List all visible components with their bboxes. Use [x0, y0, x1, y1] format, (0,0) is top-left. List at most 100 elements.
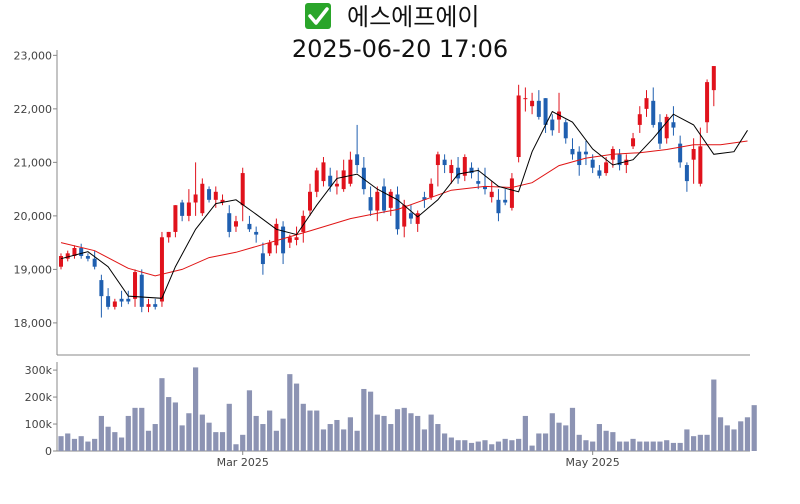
volume-bar: [650, 441, 656, 451]
volume-bar: [475, 441, 481, 451]
volume-bar: [320, 429, 327, 451]
volume-bar: [334, 419, 340, 451]
candle-body: [233, 221, 238, 227]
candle-body: [624, 159, 629, 166]
volume-bar: [65, 433, 71, 451]
candle-body: [355, 154, 360, 166]
candle-body: [664, 116, 669, 139]
candle: [112, 298, 117, 310]
price-y-tick-label: 18,000: [14, 317, 53, 330]
candle: [59, 253, 63, 270]
volume-bar: [576, 434, 582, 451]
volume-bar: [341, 429, 347, 451]
candle: [523, 87, 528, 112]
volume-bar: [327, 424, 333, 451]
volume-bar: [112, 432, 118, 451]
chart-header: 에스에프에이 2025-06-20 17:06: [292, 3, 508, 63]
candle: [415, 210, 420, 232]
candle-body: [476, 181, 481, 184]
candle: [361, 157, 366, 195]
candle-body: [435, 154, 440, 166]
volume-bar: [711, 379, 717, 451]
candle-body: [597, 170, 602, 176]
volume-bar: [273, 430, 279, 451]
candle-body: [173, 205, 178, 232]
volume-bar: [300, 403, 306, 451]
volume-bar: [684, 429, 690, 451]
candle-body: [415, 213, 420, 224]
candle: [711, 66, 716, 107]
candle: [281, 221, 286, 265]
candle-body: [395, 194, 400, 230]
price-y-tick-label: 21,000: [14, 156, 53, 169]
volume-bar: [630, 438, 636, 451]
candle: [684, 162, 689, 192]
candle: [408, 205, 413, 224]
candle-body: [254, 231, 259, 235]
candle: [388, 189, 393, 216]
volume-bar: [596, 424, 602, 451]
candle: [644, 90, 649, 117]
candle: [328, 167, 333, 192]
candle-body: [72, 247, 77, 257]
candle: [355, 124, 360, 174]
candle-body: [321, 162, 326, 182]
candle: [240, 167, 245, 222]
volume-bar: [267, 410, 273, 451]
volume-bar: [152, 424, 158, 451]
volume-bar: [415, 415, 421, 451]
volume-bar: [583, 440, 589, 451]
candle-body: [509, 178, 514, 208]
volume-bar: [206, 422, 212, 451]
volume-y-tick-label: 200k: [25, 391, 53, 404]
volume-bar: [462, 440, 468, 451]
volume-bar: [246, 390, 253, 451]
candle-body: [99, 280, 104, 297]
candle: [260, 242, 265, 275]
volume-bar: [435, 424, 441, 451]
volume-bar: [623, 441, 629, 451]
volume-bar: [58, 436, 64, 451]
chart-timestamp: 2025-06-20 17:06: [292, 35, 508, 63]
candle-body: [180, 202, 185, 216]
candle-body: [287, 237, 292, 243]
volume-bar: [361, 388, 367, 451]
candle-body: [301, 215, 306, 232]
candle-body: [496, 199, 501, 214]
candle-body: [523, 98, 528, 100]
candle-body: [456, 167, 461, 179]
volume-bar: [78, 436, 84, 451]
date-x-ticks: Mar 2025 May 2025: [217, 451, 620, 469]
candle: [106, 288, 111, 310]
volume-y-tick-label: 100k: [25, 418, 53, 431]
volume-bar: [556, 422, 562, 451]
candle: [254, 226, 259, 243]
candle: [664, 114, 669, 144]
candle: [65, 250, 70, 262]
volume-bar: [657, 441, 663, 451]
candle: [301, 210, 306, 243]
candle-body: [684, 165, 689, 182]
volume-bar: [172, 402, 179, 451]
volume-bar: [233, 444, 239, 451]
volume-bar: [744, 417, 751, 451]
volume-bar: [731, 429, 737, 451]
volume-bar: [71, 438, 78, 451]
date-x-tick-label: Mar 2025: [217, 456, 269, 469]
candle: [375, 186, 380, 222]
check-mark-icon: [305, 3, 331, 29]
candle-body: [247, 223, 252, 230]
candle-body: [563, 122, 568, 139]
volume-panel: 0 100k 200k 300k Mar 2025 May 2025: [25, 362, 757, 469]
candle-body: [166, 231, 171, 238]
candle: [557, 92, 562, 133]
volume-bar: [428, 414, 434, 451]
price-y-tick-label: 20,000: [14, 210, 53, 223]
candle: [631, 132, 636, 149]
candle-body: [193, 194, 198, 203]
candle: [624, 154, 629, 174]
volume-bar: [179, 425, 185, 451]
candle: [72, 245, 77, 259]
candle: [617, 148, 622, 171]
